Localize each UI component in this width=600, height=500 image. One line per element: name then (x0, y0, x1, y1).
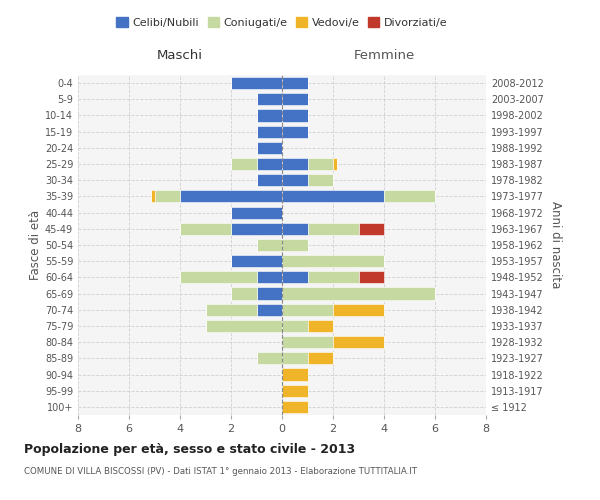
Bar (282, 401, 308, 413)
Bar (308, 320, 333, 332)
Bar (282, 158, 308, 170)
Text: Maschi: Maschi (157, 49, 203, 62)
Bar (308, 352, 333, 364)
Bar (308, 222, 359, 235)
Bar (333, 304, 384, 316)
Bar (231, 288, 257, 300)
Bar (308, 158, 333, 170)
Bar (257, 288, 282, 300)
Bar (180, 190, 282, 202)
Bar (282, 336, 333, 348)
Bar (282, 126, 308, 138)
Bar (257, 110, 282, 122)
Bar (231, 206, 282, 218)
Bar (359, 222, 384, 235)
Bar (359, 272, 384, 283)
Bar (282, 174, 308, 186)
Bar (257, 304, 282, 316)
Bar (257, 142, 282, 154)
Bar (231, 158, 257, 170)
Text: COMUNE DI VILLA BISCOSSI (PV) - Dati ISTAT 1° gennaio 2013 - Elaborazione TUTTIT: COMUNE DI VILLA BISCOSSI (PV) - Dati IST… (24, 468, 417, 476)
Bar (231, 222, 282, 235)
Bar (282, 222, 308, 235)
Y-axis label: Fasce di età: Fasce di età (29, 210, 42, 280)
Bar (155, 190, 180, 202)
Bar (282, 288, 435, 300)
Bar (282, 239, 308, 251)
Bar (282, 190, 384, 202)
Bar (206, 320, 282, 332)
Bar (151, 190, 155, 202)
Y-axis label: Anni di nascita: Anni di nascita (549, 202, 562, 288)
Bar (231, 255, 282, 268)
Bar (384, 190, 435, 202)
Bar (282, 77, 308, 89)
Bar (282, 352, 308, 364)
Bar (282, 93, 308, 106)
Bar (333, 336, 384, 348)
Bar (282, 320, 308, 332)
Bar (257, 352, 282, 364)
Text: Femmine: Femmine (353, 49, 415, 62)
Bar (257, 272, 282, 283)
Bar (282, 384, 308, 397)
Bar (282, 272, 308, 283)
Bar (257, 158, 282, 170)
Bar (282, 304, 333, 316)
Bar (206, 304, 257, 316)
Bar (257, 239, 282, 251)
Bar (231, 77, 282, 89)
Bar (282, 255, 384, 268)
Bar (257, 174, 282, 186)
Text: Popolazione per età, sesso e stato civile - 2013: Popolazione per età, sesso e stato civil… (24, 442, 355, 456)
Bar (333, 158, 337, 170)
Bar (308, 174, 333, 186)
Bar (308, 272, 359, 283)
Bar (180, 272, 257, 283)
Bar (282, 110, 308, 122)
Bar (257, 93, 282, 106)
Bar (180, 222, 231, 235)
Bar (257, 126, 282, 138)
Bar (282, 368, 308, 380)
Legend: Celibi/Nubili, Coniugati/e, Vedovi/e, Divorziati/e: Celibi/Nubili, Coniugati/e, Vedovi/e, Di… (112, 13, 452, 32)
